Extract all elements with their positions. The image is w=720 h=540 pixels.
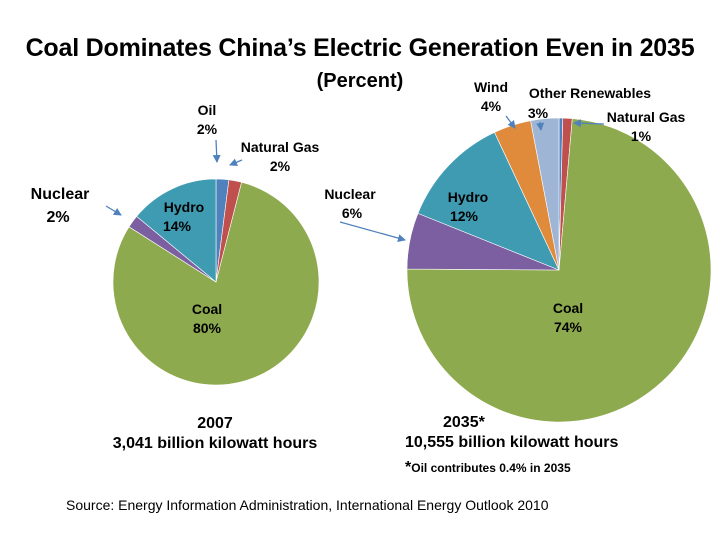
pie-2035: [406, 117, 712, 423]
chart-title: Coal Dominates China’s Electric Generati…: [25, 34, 695, 62]
slice-label-value: 2%: [197, 121, 218, 137]
caption-year: 2035*: [443, 414, 485, 431]
slice-label-value: 14%: [163, 218, 192, 234]
footnote-star: *: [405, 459, 412, 476]
pie-slice-hydro: [136, 178, 217, 283]
labels-2007: Oil 2% Natural Gas 2% Nuclear 2% Hydro 1…: [31, 102, 320, 336]
slice-label-value: 6%: [342, 205, 363, 221]
pie-slice-coal: [112, 181, 320, 386]
slice-label-name: Oil: [198, 102, 217, 118]
leader-arrow: [573, 119, 605, 128]
caption-total: 3,041 billion kilowatt hours: [112, 435, 318, 452]
leader-arrow: [212, 139, 221, 163]
source-note: Source: Energy Information Administratio…: [66, 497, 549, 513]
pie-2007: [112, 178, 320, 386]
caption-2007: 2007 3,041 billion kilowatt hours: [105, 414, 325, 454]
slice-label-value: 2%: [270, 158, 291, 174]
slice-label-value: 80%: [193, 320, 222, 336]
slice-label-name: Hydro: [164, 199, 204, 215]
slice-label-name: Coal: [553, 300, 583, 316]
footnote-text: Oil contributes 0.4% in 2035: [411, 461, 571, 475]
leader-arrow: [105, 205, 122, 216]
leader-arrow: [505, 115, 516, 129]
slice-label-value: 12%: [450, 208, 479, 224]
slice-label-name: Natural Gas: [241, 139, 320, 155]
leader-arrow: [536, 121, 545, 131]
slice-label-value: 2%: [46, 209, 69, 226]
pie-slice-other-renewables: [530, 117, 560, 271]
slice-label-name: Wind: [474, 79, 508, 95]
slice-label-value: 4%: [481, 98, 502, 114]
slice-label-name: Natural Gas: [607, 109, 686, 125]
pie-slice-hydro: [417, 131, 560, 271]
slice-label-name: Nuclear: [31, 186, 90, 203]
caption-total: 10,555 billion kilowatt hours: [405, 434, 619, 451]
caption-year: 2007: [197, 415, 233, 432]
slice-label-name: Hydro: [448, 189, 488, 205]
labels-2035: Wind 4% Other Renewables 3% Natural Gas …: [324, 79, 685, 335]
slice-label-value: 1%: [631, 128, 652, 144]
footnote: *Oil contributes 0.4% in 2035: [405, 459, 571, 477]
slice-label-name: Other Renewables: [529, 85, 651, 101]
slice-label-name: Coal: [192, 301, 222, 317]
slice-label-value: 74%: [554, 319, 583, 335]
leader-arrow: [339, 221, 406, 242]
slice-label-name: Nuclear: [324, 186, 376, 202]
slice-label-value: 3%: [528, 105, 549, 121]
chart-subtitle: (Percent): [316, 70, 404, 92]
leader-arrow: [229, 158, 243, 166]
